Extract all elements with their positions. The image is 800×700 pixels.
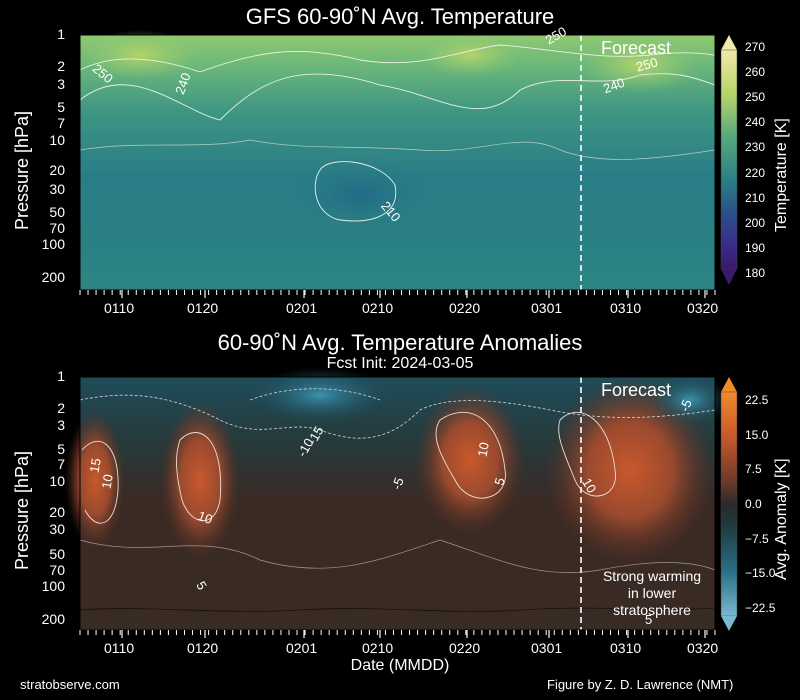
x-axis-label: Date (MMDD): [350, 657, 450, 674]
colorbar-tick-label: 230: [745, 140, 766, 155]
y-tick-label: 200: [41, 611, 65, 627]
y-tick-label: 1: [57, 26, 65, 42]
bottom-chart-subtitle: Fcst Init: 2024-03-05: [326, 355, 474, 372]
y-tick-label: 50: [49, 204, 65, 220]
bottom-x-ticks: [79, 630, 716, 638]
footer-left: stratobserve.com: [20, 677, 120, 692]
y-tick-label: 10: [49, 473, 65, 489]
contour-label: 15: [86, 457, 104, 474]
y-tick-label: 3: [57, 417, 65, 433]
x-tick-label: 0320: [687, 300, 719, 316]
colorbar-tick-label: −15.0: [745, 566, 776, 581]
y-tick-label: 7: [57, 456, 65, 472]
y-tick-label: 100: [41, 236, 65, 252]
colorbar-tick-label: 7.5: [745, 462, 762, 477]
colorbar-tick-label: 260: [745, 65, 766, 80]
colorbar-tick-label: 15.0: [745, 427, 769, 442]
x-tick-label: 0301: [531, 640, 563, 656]
bottom-heatmap: [65, 367, 730, 630]
bottom-colorbar: [720, 377, 738, 631]
y-tick-label: 200: [41, 269, 65, 285]
y-tick-label: 100: [41, 578, 65, 594]
x-tick-label: 0210: [362, 640, 394, 656]
y-tick-label: 7: [57, 115, 65, 131]
top-x-ticks: [79, 290, 716, 298]
x-tick-label: 0220: [449, 640, 481, 656]
colorbar-tick-label: 200: [745, 215, 766, 230]
bottom-chart-title: 60-90˚N Avg. Temperature Anomalies: [217, 330, 583, 355]
y-tick-label: 70: [49, 562, 65, 578]
colorbar-tick-label: 190: [745, 240, 766, 255]
y-tick-label: 50: [49, 546, 65, 562]
x-tick-label: 0110: [104, 640, 135, 656]
bottom-forecast-label: Forecast: [601, 380, 672, 400]
y-tick-label: 20: [49, 162, 65, 178]
x-tick-label: 0201: [286, 640, 318, 656]
contour-label: 5: [645, 612, 653, 627]
colorbar-tick-label: 210: [745, 190, 766, 205]
y-tick-label: 70: [49, 220, 65, 236]
colorbar-tick-label: −7.5: [745, 531, 769, 546]
y-tick-label: 10: [49, 132, 65, 148]
colorbar-tick-label: −22.5: [745, 601, 776, 615]
x-tick-label: 0120: [187, 640, 219, 656]
colorbar-tick-label: 220: [745, 165, 766, 180]
colorbar-tick-label: 0.0: [745, 497, 762, 511]
x-tick-label: 0310: [610, 300, 642, 316]
colorbar-tick-label: 22.5: [745, 393, 769, 407]
y-tick-label: 30: [49, 181, 65, 197]
top-heatmap: [79, 30, 716, 290]
x-tick-label: 0320: [687, 640, 719, 656]
colorbar-tick-label: 250: [745, 90, 766, 105]
y-tick-label: 2: [57, 400, 65, 416]
contour-label: 10: [98, 473, 116, 490]
top-forecast-label: Forecast: [601, 38, 672, 58]
y-tick-label: 3: [57, 76, 65, 92]
x-tick-label: 0301: [531, 300, 563, 316]
colorbar-tick-label: 240: [745, 115, 766, 130]
colorbar-tick-label: 270: [745, 40, 766, 54]
y-tick-label: 2: [57, 58, 65, 74]
contour-label: 10: [474, 441, 492, 458]
colorbar-tick-label: 180: [745, 266, 766, 280]
top-colorbar: [720, 35, 738, 285]
footer-right: Figure by Z. D. Lawrence (NMT): [547, 677, 734, 692]
x-tick-label: 0120: [187, 300, 219, 316]
y-tick-label: 30: [49, 521, 65, 537]
y-tick-label: 5: [57, 441, 65, 457]
y-tick-label: 1: [57, 368, 65, 384]
x-tick-label: 0310: [610, 640, 642, 656]
x-tick-label: 0220: [449, 300, 481, 316]
warming-note: Strong warming in lower stratosphere: [602, 568, 702, 618]
x-tick-label: 0201: [286, 300, 318, 316]
y-tick-label: 5: [57, 99, 65, 115]
top-chart-title: GFS 60-90˚N Avg. Temperature: [245, 4, 555, 29]
x-tick-label: 0210: [362, 300, 394, 316]
x-tick-label: 0110: [104, 300, 135, 316]
y-tick-label: 20: [49, 504, 65, 520]
